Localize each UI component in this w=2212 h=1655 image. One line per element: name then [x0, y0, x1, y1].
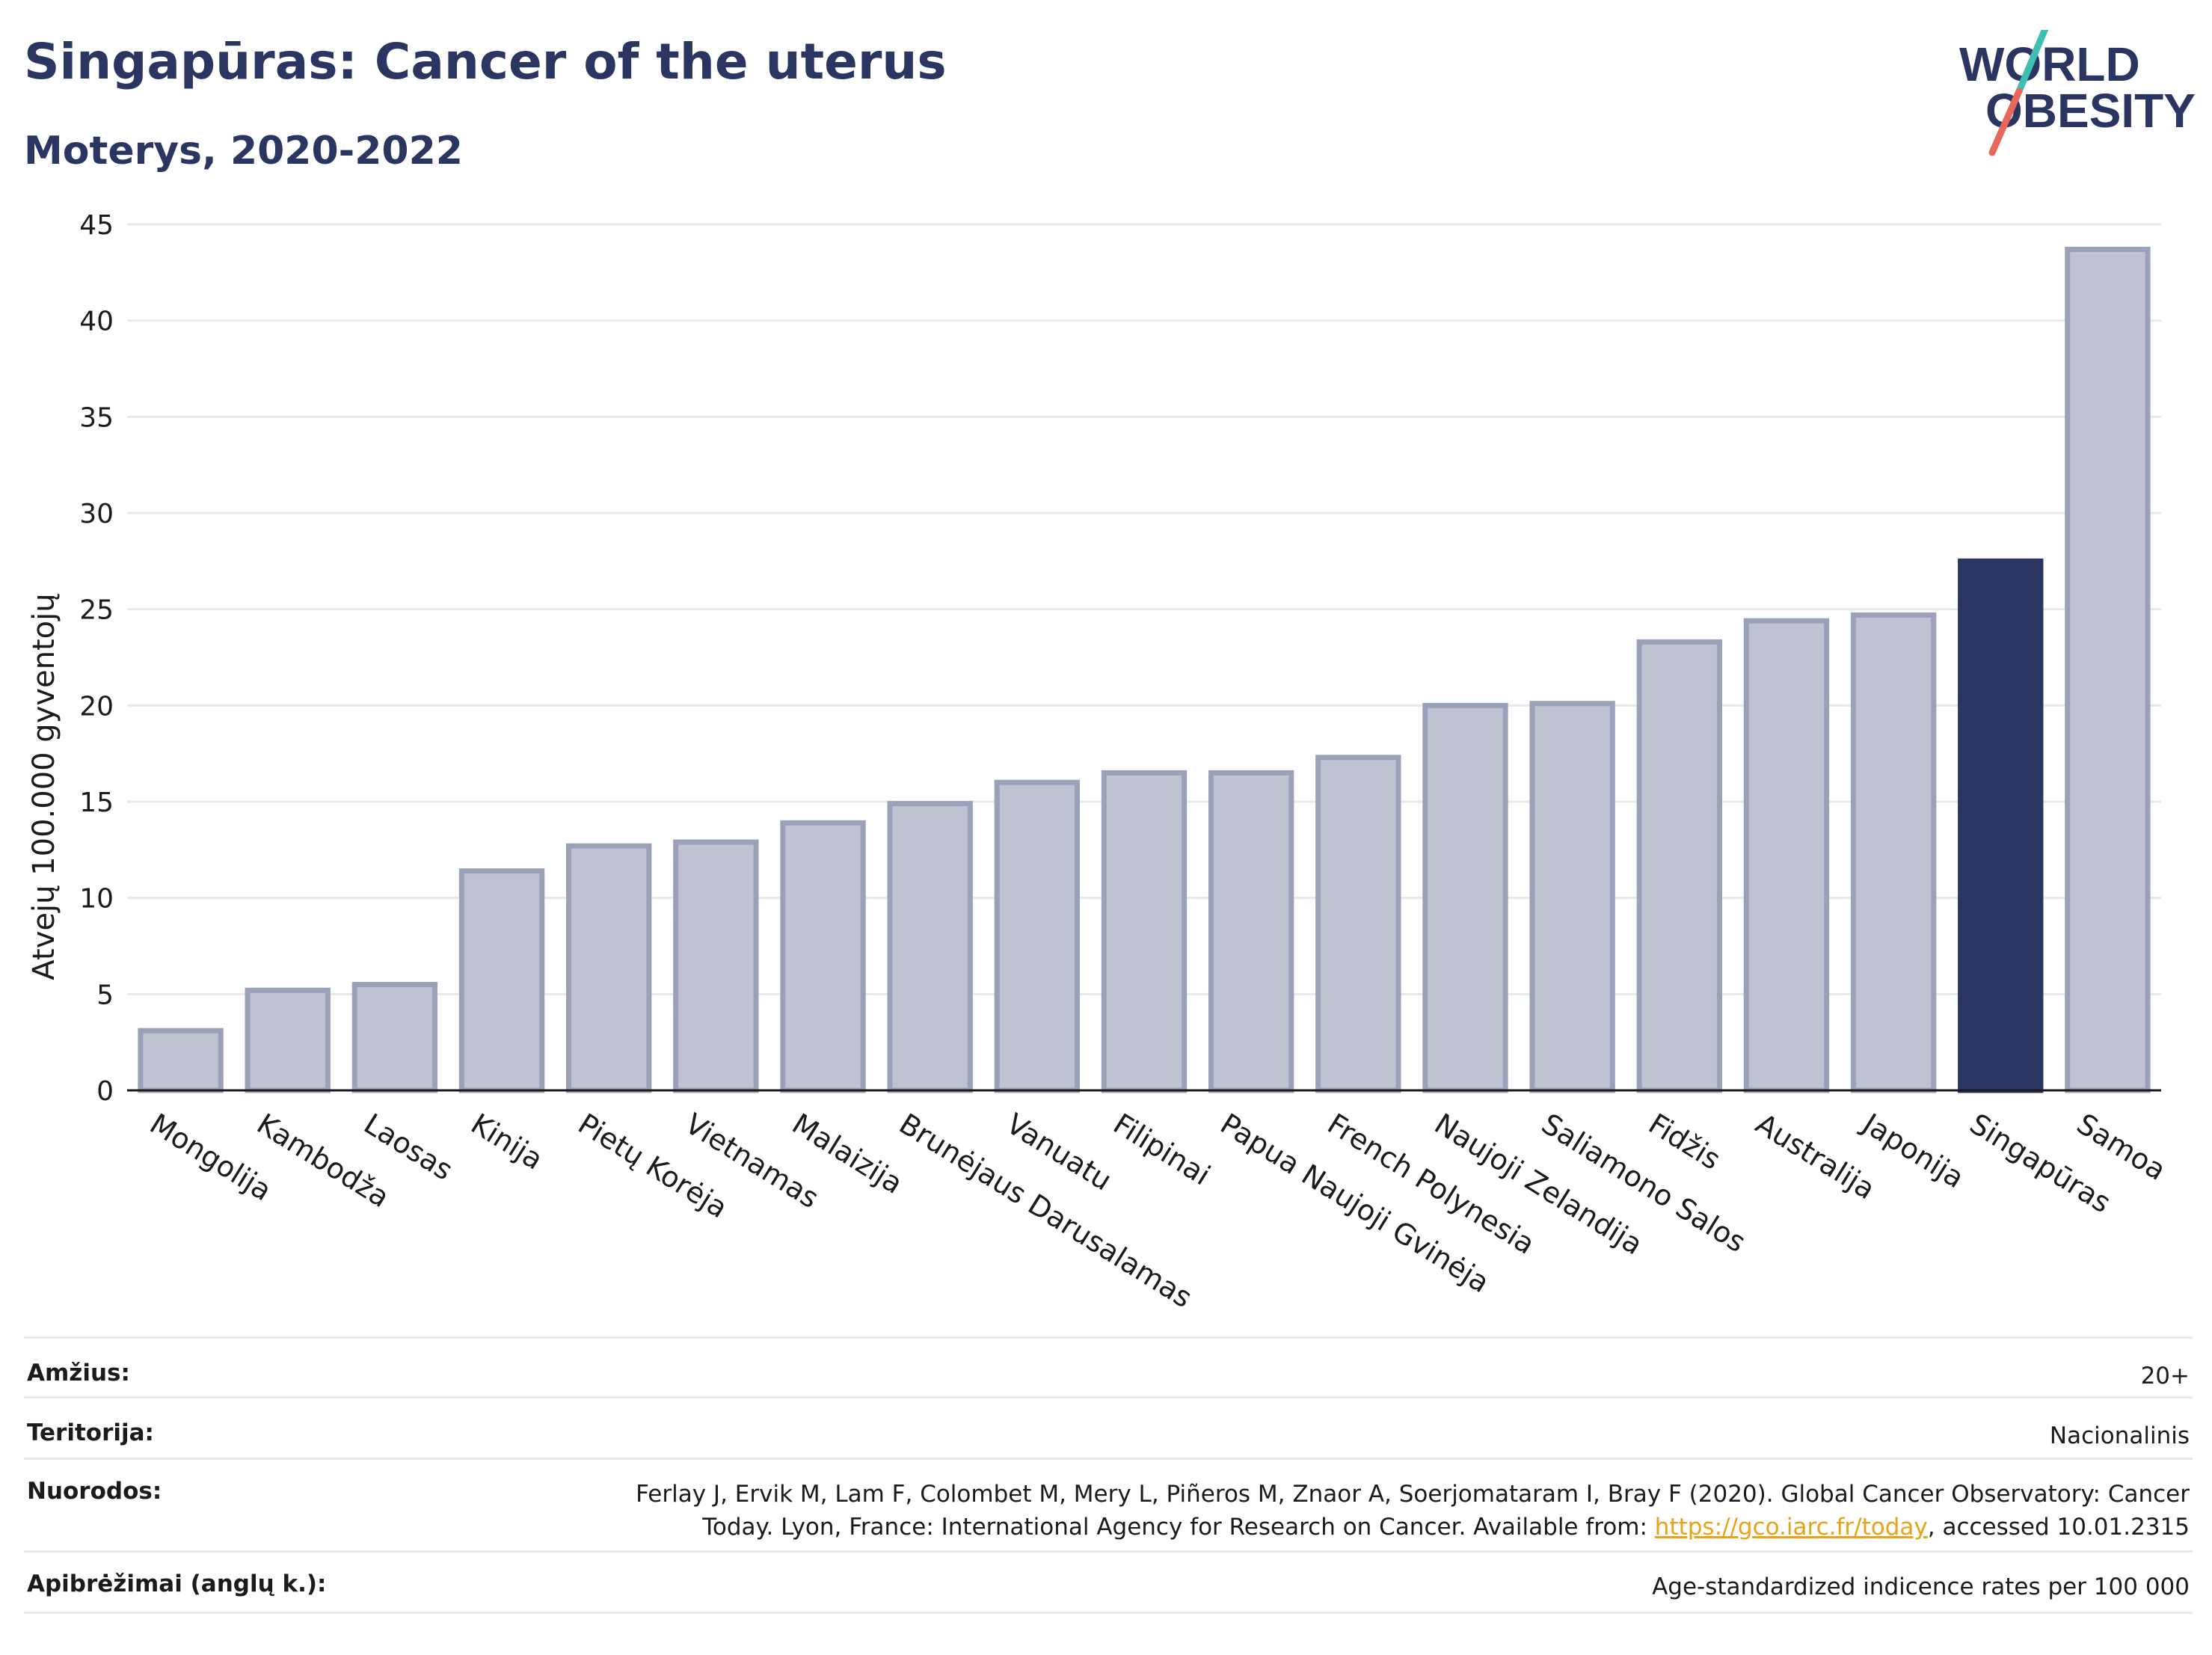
x-tick-label: Fidžis [1643, 1107, 1727, 1176]
bar [566, 843, 652, 1093]
x-tick-label: Filipinai [1107, 1107, 1216, 1191]
y-tick-label: 5 [96, 980, 114, 1010]
references-value: Ferlay J, Ervik M, Lam F, Colombet M, Me… [413, 1458, 2193, 1552]
x-tick-label: Kinija [465, 1107, 548, 1176]
territory-value: Nacionalinis [413, 1396, 2193, 1459]
info-row-territory: Teritorija: Nacionalinis [24, 1396, 2193, 1459]
references-label: Nuorodos: [24, 1458, 413, 1552]
bar [1850, 612, 1937, 1093]
bar [673, 839, 759, 1093]
bar [887, 801, 973, 1093]
bar [1422, 702, 1508, 1093]
definitions-value: Age-standardized indicence rates per 100… [413, 1550, 2193, 1614]
bar [138, 1028, 224, 1093]
bar [1315, 755, 1401, 1093]
y-tick-label: 0 [96, 1076, 114, 1107]
x-tick-label: Mongolija [144, 1107, 277, 1207]
bar-chart: 051015202530354045MongolijaKambodžaLaosa… [27, 210, 2172, 1314]
references-line-2-post: , accessed 10.01.2315 [1927, 1514, 2190, 1541]
world-obesity-logo: WORLD OBESITY [1959, 30, 2196, 156]
bar [245, 987, 331, 1093]
logo-slash-teal [2015, 30, 2049, 95]
y-tick-label: 10 [79, 884, 114, 915]
bar [458, 868, 545, 1093]
y-tick-label: 20 [79, 691, 114, 722]
x-tick-label: Australija [1750, 1107, 1881, 1206]
references-line-2-pre: Today. Lyon, France: International Agenc… [702, 1514, 1655, 1541]
references-link[interactable]: https://gco.iarc.fr/today [1654, 1514, 1928, 1541]
y-tick-label: 15 [79, 787, 114, 818]
territory-label: Teritorija: [24, 1396, 413, 1459]
bars-layer [138, 246, 2151, 1093]
bar [1101, 770, 1188, 1093]
definitions-label: Apibrėžimai (anglų k.): [24, 1550, 413, 1614]
page-subtitle: Moterys, 2020-2022 [24, 129, 463, 174]
y-tick-label: 25 [79, 595, 114, 626]
bar [1208, 770, 1294, 1093]
info-row-age: Amžius: 20+ [24, 1336, 2193, 1398]
bar-highlighted [1958, 558, 2044, 1093]
page-title: Singapūras: Cancer of the uterus [24, 33, 947, 90]
bar [1529, 701, 1615, 1093]
y-axis-label: Atvejų 100.000 gyventojų [27, 593, 61, 980]
age-label: Amžius: [24, 1336, 413, 1398]
info-row-references: Nuorodos: Ferlay J, Ervik M, Lam F, Colo… [24, 1458, 2193, 1552]
bar [1743, 618, 1830, 1093]
references-line-1: Ferlay J, Ervik M, Lam F, Colombet M, Me… [636, 1481, 2190, 1508]
bar [1636, 639, 1722, 1093]
y-tick-label: 30 [79, 499, 114, 529]
y-tick-label: 45 [79, 210, 114, 241]
y-tick-label: 40 [79, 307, 114, 337]
bar [994, 779, 1081, 1093]
y-tick-label: 35 [79, 402, 114, 433]
bar [2065, 246, 2151, 1093]
info-row-definitions: Apibrėžimai (anglų k.): Age-standardized… [24, 1550, 2193, 1614]
bar [780, 820, 866, 1093]
logo-slash-coral [1988, 87, 2023, 156]
logo-word-world: WORLD [1959, 37, 2140, 91]
age-value: 20+ [413, 1336, 2193, 1398]
bar [351, 981, 438, 1093]
info-table: Amžius: 20+ Teritorija: Nacionalinis Nuo… [24, 1336, 2193, 1614]
